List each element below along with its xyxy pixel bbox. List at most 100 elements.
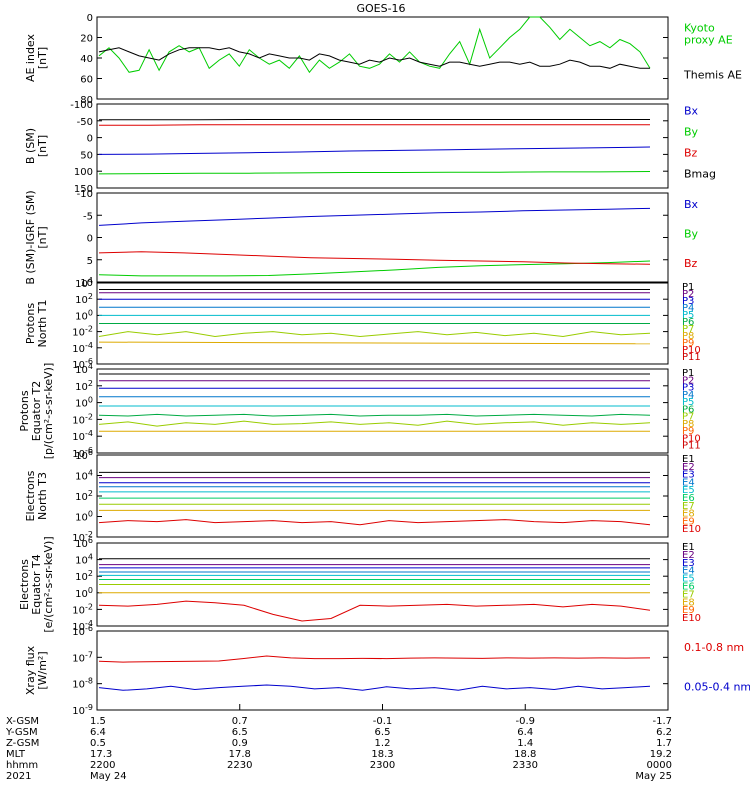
series-line-kyoto-proxy-ae: [98, 16, 651, 74]
legend-entry: P8: [682, 419, 694, 430]
y-tick-label: 102: [75, 292, 93, 306]
series-line-by: [98, 171, 651, 175]
y-axis-label: [W/m²]: [36, 651, 49, 689]
y-tick-label: 10-6: [72, 446, 93, 460]
legend-entry: E8: [682, 509, 695, 520]
series-line-0-1-0-8-nm: [98, 655, 651, 663]
panel-frame: [96, 16, 669, 100]
y-tick-label: 10-2: [72, 602, 93, 616]
panel-frame: [96, 103, 669, 189]
legend-entry: E4: [682, 477, 695, 488]
legend-entry: P10: [682, 345, 701, 356]
y-axis-label: [nT]: [36, 135, 49, 157]
y-tick-label: 10-6: [72, 357, 93, 371]
y-tick-label: 0: [87, 234, 93, 245]
series-line-p7: [98, 331, 651, 338]
panel-p1: 104 102 100 10-2 10-4 10-6 Protons North T1 P1P2…: [24, 276, 701, 371]
footer-value: May 24: [90, 771, 127, 782]
legend-entry: By: [684, 126, 699, 139]
footer-value: 0.9: [232, 738, 248, 749]
y-tick-label: 10-7: [72, 650, 93, 664]
legend-entry: P1: [682, 368, 694, 379]
legend-entry: P4: [682, 303, 694, 314]
legend-entry: E4: [682, 566, 695, 577]
panel-frame: [96, 630, 669, 711]
footer-value: 1.7: [656, 738, 672, 749]
legend-entry: 0.1-0.8 nm: [684, 641, 744, 654]
y-tick-label: 50: [80, 150, 93, 161]
y-tick-label: 104: [75, 362, 93, 376]
panel-frame: [96, 454, 669, 538]
legend-entry: E10: [682, 613, 701, 624]
footer-value: 2330: [513, 760, 538, 771]
panel-p2: 104 102 100 10-2 10-4 10-6 Protons Equator T2 [p…: [18, 362, 701, 460]
footer-value: 2230: [227, 760, 252, 771]
panel-e2: 106 104 102 100 10-2 10-4 Electrons Equator T4[…: [18, 536, 701, 633]
y-tick-label: 106: [75, 536, 93, 550]
y-axis-label: Electrons: [18, 559, 31, 610]
series-line-themis-ae: [98, 47, 650, 69]
y-tick-label: 10-4: [72, 429, 93, 443]
legend-entry: Bx: [684, 198, 699, 211]
legend-entry: P2: [682, 375, 694, 386]
legend-entry: P6: [682, 404, 694, 415]
y-tick-label: 106: [75, 448, 93, 462]
y-axis-label: [nT]: [36, 226, 49, 248]
y-tick-label: 150: [74, 184, 93, 195]
y-tick-label: 80: [80, 95, 93, 106]
y-tick-label: 20: [80, 34, 93, 45]
y-axis-label: AE index: [24, 33, 37, 82]
legend-entry: E9: [682, 516, 695, 527]
legend-entry: P2: [682, 289, 694, 300]
legend-entry: E5: [682, 485, 695, 496]
legend-entry: E2: [682, 462, 695, 473]
footer-value: 6.5: [375, 727, 391, 738]
footer-value: 17.8: [229, 749, 251, 760]
footer-value: May 25: [635, 771, 672, 782]
series-line-bx: [98, 146, 651, 155]
legend-entry: E10: [682, 524, 701, 535]
y-axis-label: B (SM): [24, 128, 37, 164]
y-tick-label: 0: [87, 134, 93, 145]
legend-entry: P7: [682, 324, 694, 335]
y-tick-label: 102: [75, 569, 93, 583]
legend-entry: E7: [682, 501, 695, 512]
y-tick-label: 102: [75, 489, 93, 503]
series-line-e9: [98, 519, 651, 526]
legend-entry: P5: [682, 310, 694, 321]
footer-row-label: hhmm: [6, 760, 38, 771]
panel-bd: -10 -5 0 5 10 B (SM)-IGRF (SM) [nT] Bx By Bz: [24, 189, 699, 289]
legend-entry: Bmag: [684, 168, 716, 181]
legend-entry: P4: [682, 390, 694, 401]
legend-entry: P10: [682, 433, 701, 444]
y-tick-label: 10-8: [72, 677, 93, 691]
y-tick-label: 104: [75, 276, 93, 290]
legend-entry: P9: [682, 426, 694, 437]
y-tick-label: 0: [87, 13, 93, 24]
y-tick-label: -100: [70, 100, 93, 111]
y-axis-label: Protons: [24, 303, 37, 344]
legend-entry: E6: [682, 493, 695, 504]
footer-value: 6.4: [90, 727, 106, 738]
y-tick-label: 100: [74, 167, 93, 178]
legend-entry: 0.05-0.4 nm: [684, 680, 750, 693]
legend-entry: E1: [682, 454, 695, 465]
legend-entry: P3: [682, 296, 694, 307]
footer-value: 1.2: [375, 738, 391, 749]
y-axis-label: [p/(cm²-s-sr-keV)]: [42, 363, 55, 460]
panel-b: -100 -50 0 50 100 150 B (SM) [nT] Bx By Bz Bmag: [24, 100, 716, 195]
footer-value: 0.5: [90, 738, 106, 749]
legend-entry: Kyoto: [684, 22, 715, 35]
y-axis-label: Equator T4: [30, 554, 43, 614]
legend-entry: P1: [682, 282, 694, 293]
y-axis-label: North T1: [36, 300, 49, 348]
footer-value: 17.3: [90, 749, 112, 760]
y-tick-label: 10-6: [72, 624, 93, 638]
legend-entry: P3: [682, 383, 694, 394]
y-tick-label: 100: [75, 396, 93, 410]
footer-value: -1.7: [652, 716, 672, 727]
legend-entry: Themis AE: [683, 69, 742, 82]
